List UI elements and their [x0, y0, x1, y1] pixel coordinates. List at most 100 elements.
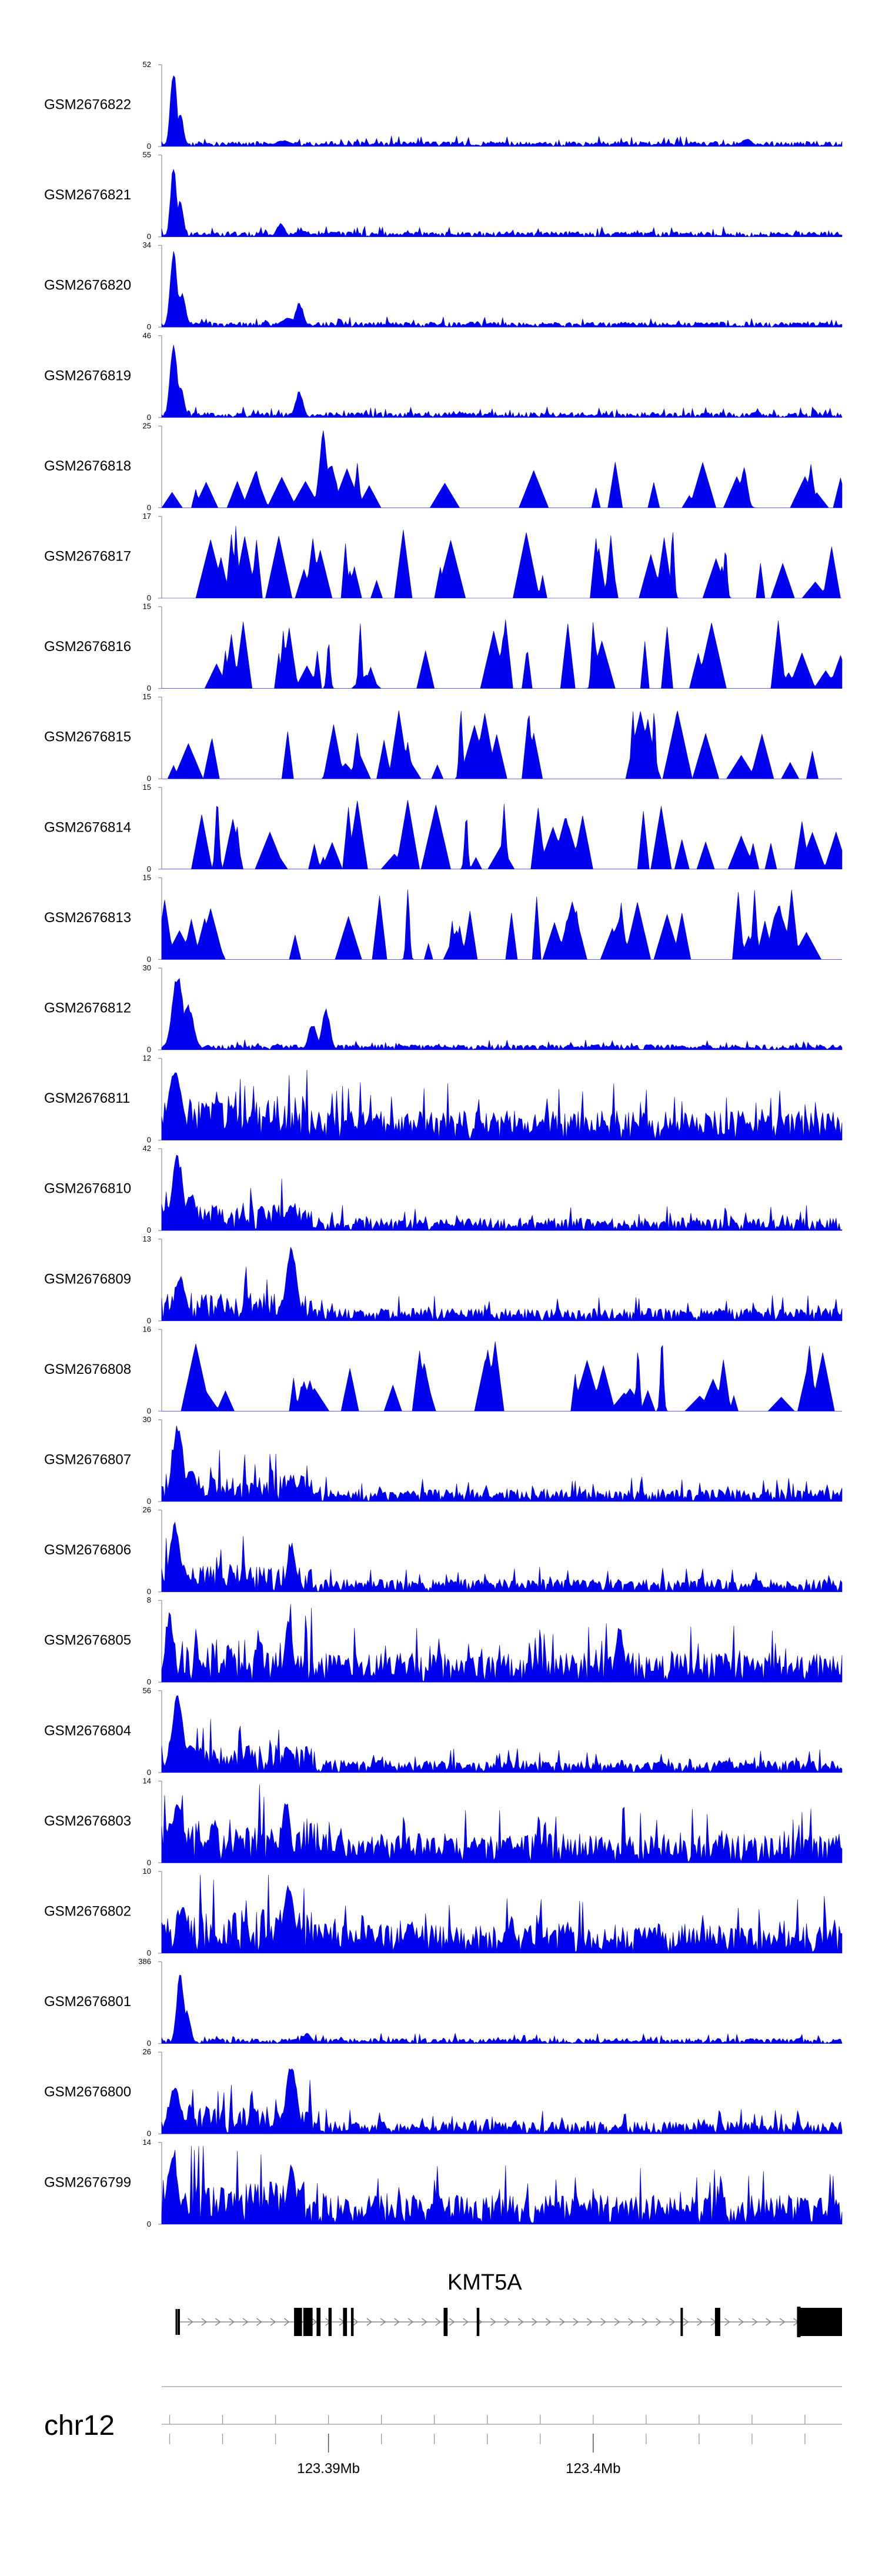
track-ymin-label: 0 — [147, 142, 151, 151]
track-GSM2676807: 30 0 GSM2676807 — [44, 1415, 843, 1506]
track-GSM2676821: 55 0 GSM2676821 — [44, 151, 843, 241]
track-ymin-label: 0 — [147, 1677, 151, 1686]
track-ymin-label: 0 — [147, 1045, 151, 1054]
track-name-label: GSM2676818 — [44, 458, 131, 474]
coverage-area — [162, 800, 843, 870]
track-ymin-label: 0 — [147, 1858, 151, 1867]
coverage-area — [161, 1246, 843, 1322]
track-GSM2676818: 25 0 GSM2676818 — [44, 421, 843, 512]
strand-arrow — [188, 2318, 193, 2326]
chromosome-label: chr12 — [44, 2410, 115, 2441]
track-ymax-label: 17 — [143, 512, 151, 520]
gene-exon — [303, 2308, 313, 2336]
track-ymax-label: 26 — [143, 2047, 151, 2056]
gene-exon — [294, 2308, 302, 2336]
track-ymax-label: 55 — [143, 151, 151, 159]
track-ymax-label: 52 — [143, 60, 151, 69]
track-ymin-label: 0 — [147, 1226, 151, 1234]
strand-arrow — [614, 2318, 620, 2326]
track-name-label: GSM2676810 — [44, 1181, 131, 1197]
track-ymin-label: 0 — [147, 774, 151, 783]
strand-arrow — [422, 2318, 427, 2326]
coverage-area — [161, 1154, 843, 1231]
strand-arrow — [656, 2318, 662, 2326]
track-ymin-label: 0 — [147, 1136, 151, 1144]
strand-arrow — [283, 2318, 290, 2326]
gene-exon — [343, 2308, 348, 2336]
track-GSM2676810: 42 0 GSM2676810 — [44, 1144, 843, 1234]
track-name-label: GSM2676817 — [44, 549, 131, 565]
gene-utr-marker — [797, 2307, 801, 2337]
gene-name-label: KMT5A — [447, 2270, 522, 2295]
strand-arrow — [586, 2318, 593, 2326]
coverage-area — [162, 710, 842, 780]
strand-arrow — [215, 2318, 221, 2326]
strand-arrow — [559, 2318, 565, 2326]
track-name-label: GSM2676811 — [44, 1090, 130, 1106]
strand-arrow — [394, 2318, 400, 2326]
coverage-area — [161, 1521, 843, 1592]
track-GSM2676801: 386 0 GSM2676801 — [44, 1957, 843, 2048]
coverage-area — [161, 1784, 843, 1863]
track-ymin-label: 0 — [147, 413, 151, 422]
coverage-area — [161, 169, 843, 238]
track-ymin-label: 0 — [147, 1406, 151, 1415]
strand-arrow — [201, 2318, 208, 2326]
strand-arrow — [573, 2318, 579, 2326]
track-ymax-label: 386 — [138, 1957, 151, 1966]
strand-arrow — [407, 2318, 414, 2326]
coverage-area — [161, 1695, 843, 1773]
track-ymax-label: 15 — [143, 783, 151, 792]
genome-axis-track: chr12 123.39Mb 123.4Mb — [44, 2386, 842, 2477]
coverage-area — [161, 2068, 843, 2134]
track-ymax-label: 34 — [143, 241, 151, 249]
track-GSM2676802: 10 0 GSM2676802 — [44, 1867, 843, 1957]
gene-exon — [443, 2308, 448, 2336]
coverage-area — [162, 1341, 842, 1412]
track-ymax-label: 42 — [143, 1144, 151, 1153]
track-GSM2676809: 13 0 GSM2676809 — [44, 1234, 843, 1325]
strand-arrow — [449, 2318, 455, 2326]
track-ymax-label: 30 — [143, 963, 151, 972]
track-ymin-label: 0 — [147, 503, 151, 512]
gene-exon — [328, 2308, 332, 2336]
strand-arrow — [366, 2318, 373, 2326]
strand-arrow — [463, 2318, 469, 2326]
track-ymin-label: 0 — [147, 1497, 151, 1506]
track-GSM2676805: 8 0 GSM2676805 — [44, 1596, 843, 1686]
track-name-label: GSM2676799 — [44, 2174, 131, 2190]
coverage-area — [161, 75, 843, 147]
track-ymax-label: 13 — [143, 1234, 151, 1243]
track-name-label: GSM2676814 — [44, 819, 131, 835]
coverage-area — [161, 251, 843, 328]
track-ymin-label: 0 — [147, 322, 151, 331]
coverage-area — [162, 526, 842, 599]
track-ymax-label: 56 — [143, 1686, 151, 1695]
strand-arrow — [352, 2318, 359, 2326]
track-ymin-label: 0 — [147, 1768, 151, 1777]
track-name-label: GSM2676822 — [44, 97, 131, 113]
track-ymin-label: 0 — [147, 593, 151, 602]
coverage-tracks: 520GSM2676822550GSM2676821340GSM26768204… — [44, 60, 843, 2228]
coverage-area — [161, 1069, 843, 1140]
strand-arrow — [229, 2318, 235, 2326]
gene-model-track: KMT5A — [175, 2270, 842, 2337]
strand-arrow — [256, 2318, 262, 2326]
track-GSM2676813: 15 0 GSM2676813 — [44, 873, 842, 963]
coverage-area — [161, 889, 842, 960]
track-ymax-label: 26 — [143, 1506, 151, 1514]
track-ymax-label: 30 — [143, 1415, 151, 1424]
gene-exon — [178, 2309, 181, 2335]
strand-arrow — [669, 2318, 676, 2326]
track-GSM2676812: 30 0 GSM2676812 — [44, 963, 843, 1054]
track-GSM2676811: 12 0 GSM2676811 — [44, 1054, 843, 1144]
gene-exon — [714, 2308, 720, 2336]
track-ymax-label: 25 — [143, 421, 151, 430]
strand-arrow — [242, 2318, 249, 2326]
strand-arrow — [738, 2318, 744, 2326]
track-GSM2676804: 56 0 GSM2676804 — [44, 1686, 843, 1777]
track-ymin-label: 0 — [147, 2220, 151, 2228]
track-name-label: GSM2676803 — [44, 1813, 131, 1829]
track-name-label: GSM2676808 — [44, 1362, 131, 1377]
coverage-area — [161, 1874, 843, 1954]
